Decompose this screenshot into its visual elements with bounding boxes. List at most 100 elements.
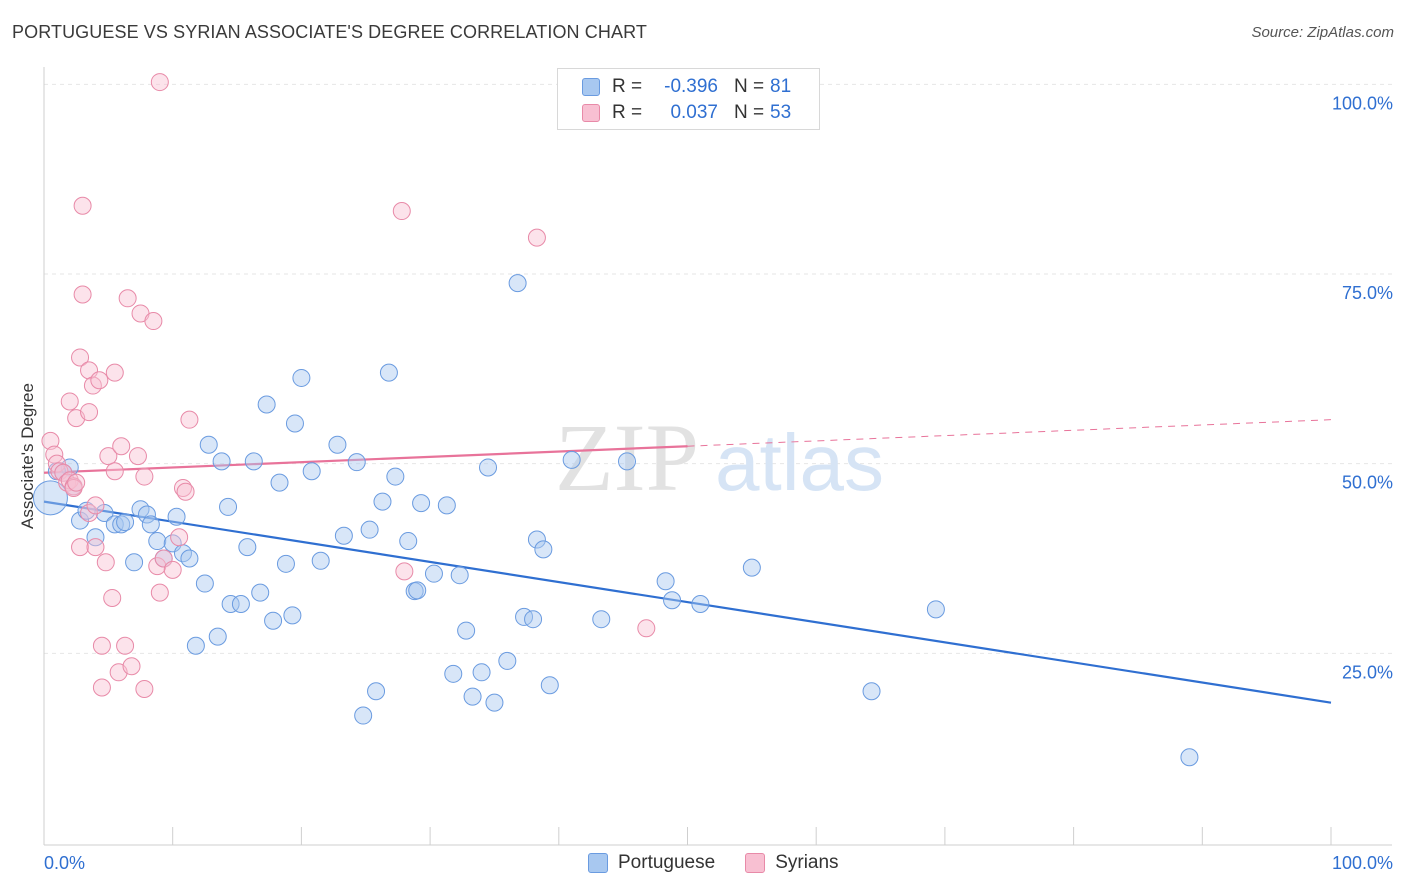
syrians-point bbox=[122, 657, 141, 676]
legend-n-label: N = bbox=[734, 102, 765, 123]
portuguese-point bbox=[208, 627, 227, 646]
legend-swatch-portuguese bbox=[582, 78, 600, 96]
syrians-point bbox=[96, 553, 115, 572]
legend-r-value: 0.037 bbox=[670, 102, 718, 123]
watermark-atlas: atlas bbox=[715, 418, 884, 507]
portuguese-point bbox=[527, 530, 546, 549]
legend-row-syrians: R = 0.037 N = 53 bbox=[582, 101, 791, 125]
syrians-point bbox=[99, 447, 118, 466]
portuguese-point bbox=[742, 558, 761, 577]
series-legend-portuguese[interactable]: Portuguese bbox=[588, 852, 715, 874]
y-tick-label: 25.0% bbox=[1342, 662, 1393, 682]
syrians-point bbox=[144, 312, 163, 331]
portuguese-point bbox=[663, 591, 682, 610]
portuguese-point bbox=[195, 574, 214, 593]
axes bbox=[43, 67, 1392, 846]
portuguese-point bbox=[524, 610, 543, 629]
y-tick-label: 75.0% bbox=[1342, 283, 1393, 303]
portuguese-point bbox=[292, 368, 311, 387]
portuguese-trend-line bbox=[43, 500, 1332, 704]
syrians-point bbox=[128, 447, 147, 466]
series-swatch-portuguese bbox=[588, 853, 608, 873]
syrians-point bbox=[135, 679, 154, 698]
legend-n-value: 53 bbox=[770, 102, 792, 123]
portuguese-point bbox=[302, 462, 321, 481]
syrians-point bbox=[148, 557, 167, 576]
syrians-point bbox=[80, 403, 99, 422]
portuguese-point bbox=[354, 706, 373, 725]
syrians-point bbox=[392, 202, 411, 221]
portuguese-point bbox=[508, 274, 527, 293]
portuguese-point bbox=[444, 664, 463, 683]
y-tick-label: 100.0% bbox=[1332, 93, 1393, 113]
portuguese-point bbox=[125, 553, 144, 572]
portuguese-point bbox=[457, 621, 476, 640]
axis-labels: 100.0% 75.0% 50.0% 25.0% 0.0% 100.0% Associate… bbox=[18, 93, 1393, 873]
series-label-portuguese: Portuguese bbox=[618, 852, 716, 873]
portuguese-point bbox=[311, 551, 330, 570]
portuguese-point bbox=[276, 554, 295, 573]
portuguese-point bbox=[95, 503, 114, 522]
source-label: Source: ZipAtlas.com bbox=[1251, 24, 1394, 41]
portuguese-point bbox=[926, 600, 945, 619]
series-swatch-syrians bbox=[745, 853, 766, 873]
series-legend: Portuguese Syrians bbox=[588, 852, 869, 874]
portuguese-point bbox=[479, 458, 498, 477]
portuguese-point bbox=[32, 480, 68, 516]
portuguese-point bbox=[244, 452, 263, 471]
portuguese-point bbox=[399, 532, 418, 551]
portuguese-point bbox=[862, 682, 881, 701]
portuguese-point bbox=[334, 526, 353, 545]
syrians-point bbox=[118, 289, 137, 308]
portuguese-point bbox=[534, 540, 553, 559]
syrians-point bbox=[180, 410, 199, 429]
gridlines bbox=[44, 83, 1392, 654]
series-legend-syrians[interactable]: Syrians bbox=[745, 852, 839, 874]
portuguese-point bbox=[347, 453, 366, 472]
syrians-point bbox=[67, 473, 86, 492]
syrians-point bbox=[90, 371, 109, 390]
portuguese-point bbox=[283, 606, 302, 625]
syrians-point bbox=[170, 528, 189, 547]
portuguese-point bbox=[167, 507, 186, 526]
syrians-point bbox=[80, 503, 99, 522]
syrians-point bbox=[92, 678, 111, 697]
syrians-point bbox=[71, 348, 90, 367]
x-tick-label-right: 100.0% bbox=[1332, 853, 1393, 873]
portuguese-point bbox=[148, 532, 167, 551]
watermark: ZIP atlas bbox=[555, 404, 884, 511]
portuguese-point bbox=[221, 595, 240, 614]
portuguese-point bbox=[212, 452, 231, 471]
portuguese-point bbox=[1180, 748, 1199, 767]
syrians-point bbox=[73, 196, 92, 215]
syrians-point bbox=[150, 583, 169, 602]
portuguese-point bbox=[257, 395, 276, 414]
portuguese-point bbox=[450, 566, 469, 585]
portuguese-point bbox=[379, 363, 398, 382]
syrians-point bbox=[54, 463, 73, 482]
portuguese-point bbox=[424, 564, 443, 583]
syrians-point bbox=[41, 431, 60, 450]
syrians-point bbox=[395, 562, 414, 581]
syrians-point bbox=[163, 560, 182, 579]
syrians-point bbox=[86, 538, 105, 557]
syrians-point bbox=[105, 462, 124, 481]
chart-title: PORTUGUESE VS SYRIAN ASSOCIATE'S DEGREE … bbox=[12, 22, 647, 42]
legend-r-value: -0.396 bbox=[664, 76, 718, 97]
legend-n-value: 81 bbox=[770, 76, 792, 97]
trend-lines bbox=[43, 419, 1332, 704]
portuguese-point bbox=[77, 501, 96, 520]
legend-n-label: N = bbox=[734, 76, 765, 97]
syrians-point bbox=[103, 588, 122, 607]
portuguese-point bbox=[328, 435, 347, 454]
syrians-point bbox=[135, 467, 154, 486]
portuguese-point bbox=[86, 528, 105, 547]
portuguese-point bbox=[116, 513, 135, 532]
portuguese-point bbox=[238, 538, 257, 557]
syrians-point bbox=[637, 619, 656, 638]
portuguese-point bbox=[618, 452, 637, 471]
syrians-point bbox=[86, 496, 105, 515]
legend-r-label: R = bbox=[612, 76, 643, 97]
portuguese-point bbox=[562, 450, 581, 469]
